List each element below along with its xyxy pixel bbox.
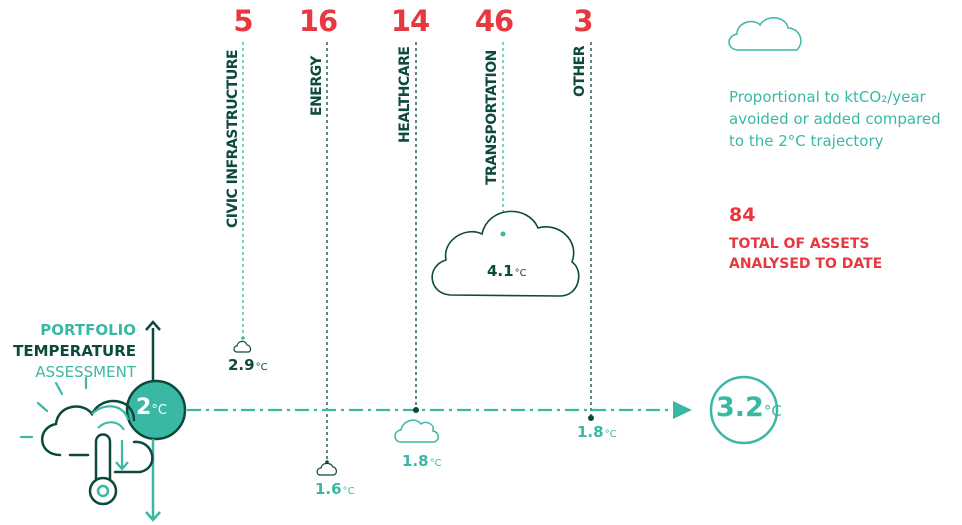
cloud-icon (233, 340, 252, 353)
sector-count-transport: 46 (474, 4, 514, 38)
cloud-icon (394, 419, 439, 443)
sector-temp-civic: 2.9°C (228, 356, 268, 374)
trajectory-line (187, 401, 692, 419)
connector-lines (242, 42, 592, 461)
start-temp-badge (125, 379, 187, 441)
end-temp-badge (709, 375, 779, 445)
sector-temp-energy: 1.6°C (315, 480, 355, 498)
sector-temp-other: 1.8°C (577, 423, 617, 441)
sector-count-energy: 16 (298, 4, 338, 38)
portfolio-label-line2: TEMPERATURE (13, 342, 136, 360)
sector-count-civic: 5 (233, 4, 253, 38)
sector-label-civic: CIVIC INFRASTRUCTURE (225, 49, 241, 228)
sector-count-other: 3 (573, 4, 593, 38)
sector-temp-healthcare: 1.8°C (402, 452, 442, 470)
total-assets-label: TOTAL OF ASSETS ANALYSED TO DATE (729, 236, 883, 272)
total-assets-value: 84 (729, 204, 756, 226)
end-temp-value: 3.2°C (716, 392, 782, 423)
portfolio-label-line3: ASSESSMENT (35, 363, 136, 381)
thermometer-icon (88, 433, 118, 506)
cloud-icon (316, 462, 337, 476)
arrow-up-icon (145, 320, 161, 381)
sun-rays-icon (19, 376, 88, 439)
cloud-icon (40, 399, 154, 474)
cloud-icon (728, 17, 802, 51)
sector-count-healthcare: 14 (390, 4, 430, 38)
sector-label-other: OTHER (572, 45, 588, 97)
sector-label-transport: TRANSPORTATION (484, 50, 500, 185)
start-temp-value: 2°C (136, 395, 167, 420)
legend-text: Proportional to ktCO₂/year avoided or ad… (729, 88, 941, 150)
sector-temp-transport: 4.1°C (487, 262, 527, 280)
sector-label-healthcare: HEALTHCARE (397, 46, 413, 143)
cloud-icon (431, 210, 580, 297)
arrow-down-icon (145, 439, 161, 522)
portfolio-label-line1: PORTFOLIO (40, 321, 136, 339)
arrow-right-icon (673, 401, 692, 419)
sector-label-energy: ENERGY (309, 56, 325, 116)
